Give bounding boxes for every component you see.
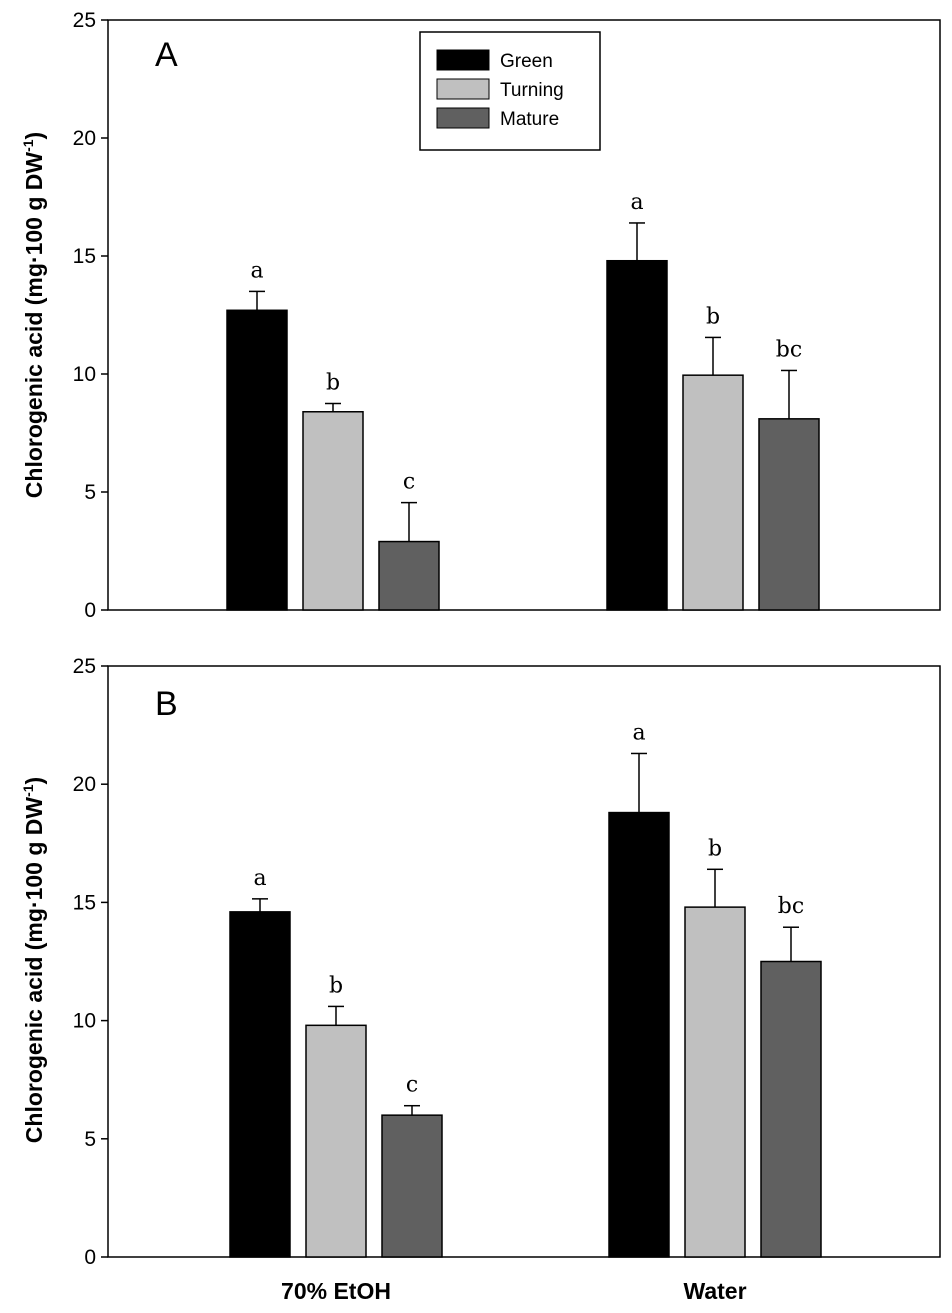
y-tick-label: 10	[73, 1010, 96, 1033]
y-tick-label: 25	[73, 655, 96, 678]
significance-letter-green-70-etoh: a	[253, 866, 266, 891]
bar-green-water	[608, 811, 670, 1258]
legend-label-turning: Turning	[500, 80, 564, 101]
significance-letter-green-water: a	[630, 190, 643, 215]
bar-green-70-etoh	[226, 309, 288, 611]
y-axis-label-a: Chlorogenic acid (mg·100 g DW-1)	[20, 132, 47, 498]
significance-letter-green-70-etoh: a	[250, 258, 263, 283]
y-tick-label: 0	[84, 1246, 96, 1269]
bar-mature-70-etoh	[381, 1114, 443, 1258]
bar-mature-water	[760, 960, 822, 1258]
x-tick-label-water: Water	[683, 1278, 746, 1304]
y-axis-label-b: Chlorogenic acid (mg·100 g DW-1)	[20, 777, 47, 1143]
bar-green-70-etoh	[229, 911, 291, 1258]
legend-label-mature: Mature	[500, 109, 559, 130]
legend-swatch-turning	[436, 78, 490, 100]
legend-swatch-green	[436, 49, 490, 71]
significance-letter-mature-70-etoh: c	[403, 470, 415, 495]
y-tick-label: 0	[84, 599, 96, 622]
panel-letter-a: A	[155, 36, 178, 74]
bar-mature-water	[758, 418, 820, 611]
legend: Green Turning Mature	[419, 31, 601, 151]
y-tick-label: 25	[73, 9, 96, 32]
bar-turning-70-etoh	[302, 411, 364, 611]
significance-letter-mature-70-etoh: c	[406, 1073, 418, 1098]
bar-green-water	[606, 259, 668, 611]
y-axis-ticks-b: 0 5 10 15 20 25	[73, 655, 108, 1269]
legend-swatch-mature	[436, 107, 490, 129]
chart-panel-a: A Chlorogenic acid (mg·100 g DW-1) 0 5 10 1…	[20, 9, 941, 622]
bar-turning-water	[682, 374, 744, 611]
significance-letter-green-water: a	[632, 720, 645, 745]
legend-label-green: Green	[500, 51, 553, 72]
significance-letter-turning-water: b	[706, 304, 720, 329]
y-tick-label: 15	[73, 891, 96, 914]
y-tick-label: 15	[73, 245, 96, 268]
bar-mature-70-etoh	[378, 540, 440, 611]
y-axis-ticks-a: 0 5 10 15 20 25	[73, 9, 108, 622]
y-tick-label: 5	[84, 1128, 96, 1151]
x-tick-label-etoh: 70% EtOH	[281, 1278, 391, 1304]
significance-letter-turning-70-etoh: b	[329, 973, 343, 998]
plot-frame-a	[107, 19, 941, 611]
plot-frame-b	[107, 665, 941, 1258]
y-tick-label: 20	[73, 127, 96, 150]
significance-letter-mature-water: bc	[776, 337, 802, 362]
panel-letter-b: B	[155, 685, 178, 723]
significance-letter-turning-water: b	[708, 836, 722, 861]
chart-panel-b: B Chlorogenic acid (mg·100 g DW-1) 0 5 10 1…	[20, 655, 941, 1304]
significance-letter-turning-70-etoh: b	[326, 371, 340, 396]
bar-turning-water	[684, 906, 746, 1258]
y-tick-label: 5	[84, 481, 96, 504]
significance-letter-mature-water: bc	[778, 894, 804, 919]
y-tick-label: 10	[73, 363, 96, 386]
bar-turning-70-etoh	[305, 1024, 367, 1258]
y-tick-label: 20	[73, 773, 96, 796]
